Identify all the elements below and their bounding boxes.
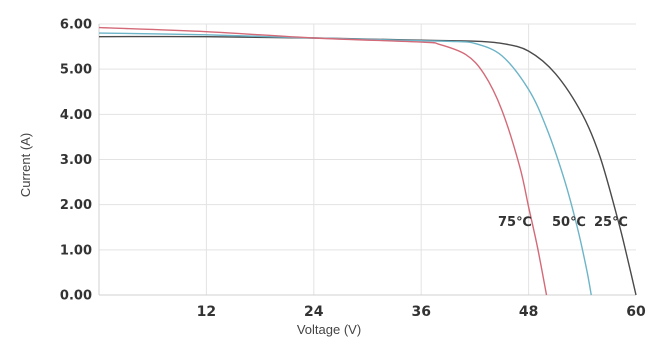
y-tick-label: 1.00	[60, 243, 92, 258]
x-tick-label: 24	[304, 304, 324, 320]
series-lines	[98, 26, 637, 296]
x-tick-label: 36	[411, 304, 430, 320]
curve-label-75c: 75℃	[498, 215, 532, 230]
y-tick-labels: 0.00 1.00 2.00 3.00 4.00 5.00 6.00	[60, 18, 92, 304]
x-tick-label: 60	[626, 304, 646, 320]
y-tick-label: 2.00	[60, 198, 92, 213]
curve-labels: 25℃ 50℃ 75℃	[498, 215, 628, 230]
series-line-50c	[98, 32, 592, 296]
x-tick-label: 48	[519, 304, 538, 320]
series-line-25c	[98, 35, 637, 296]
grid	[99, 23, 636, 295]
x-axis-label: Voltage (V)	[297, 322, 361, 337]
y-tick-label: 3.00	[60, 153, 92, 168]
curve-label-50c: 50℃	[552, 215, 586, 230]
y-axis-label: Current (A)	[18, 133, 33, 197]
y-tick-label: 0.00	[60, 289, 92, 304]
series-line-75c	[98, 26, 548, 296]
x-tick-labels: 12 24 36 48 60	[197, 304, 646, 320]
x-tick-label: 12	[197, 304, 216, 320]
curve-label-25c: 25℃	[594, 215, 628, 230]
y-tick-label: 5.00	[60, 63, 92, 78]
y-tick-label: 4.00	[60, 108, 92, 123]
y-tick-label: 6.00	[60, 18, 92, 33]
